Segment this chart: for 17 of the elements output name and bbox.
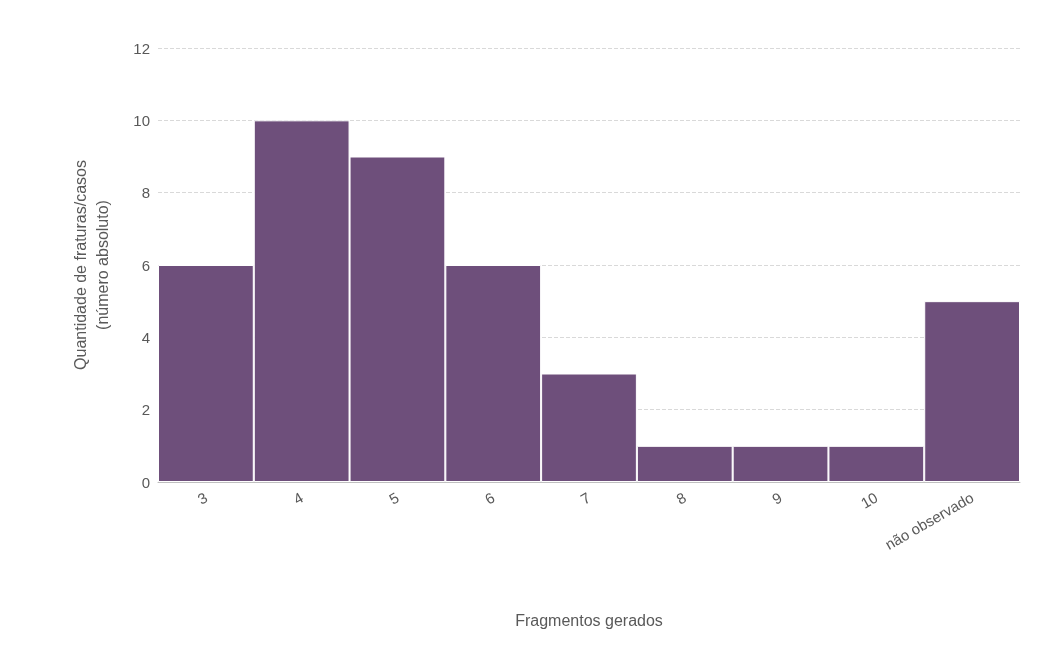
y-tick-label: 0 xyxy=(141,473,150,491)
x-tick-label: 7 xyxy=(577,488,594,508)
x-tick-label: 8 xyxy=(673,488,690,508)
x-tick-label: 5 xyxy=(385,488,402,508)
x-tick-label: 3 xyxy=(194,488,211,508)
y-tick-label: 12 xyxy=(133,39,150,57)
x-tick-label: 10 xyxy=(857,488,881,512)
y-tick-label: 8 xyxy=(141,184,150,202)
y-axis-title: Quantidade de fraturas/casos (número absoluto) xyxy=(71,160,111,370)
x-axis-title: Fragmentos gerados xyxy=(515,611,663,629)
y-tick-label: 6 xyxy=(141,256,150,274)
y-tick-label: 10 xyxy=(133,111,150,129)
y-tick-label: 4 xyxy=(141,328,150,346)
x-tick-label: 4 xyxy=(290,488,306,508)
x-tick-label: 6 xyxy=(481,488,498,508)
y-tick-label: 2 xyxy=(141,401,150,419)
x-tick-label: 9 xyxy=(769,488,785,508)
